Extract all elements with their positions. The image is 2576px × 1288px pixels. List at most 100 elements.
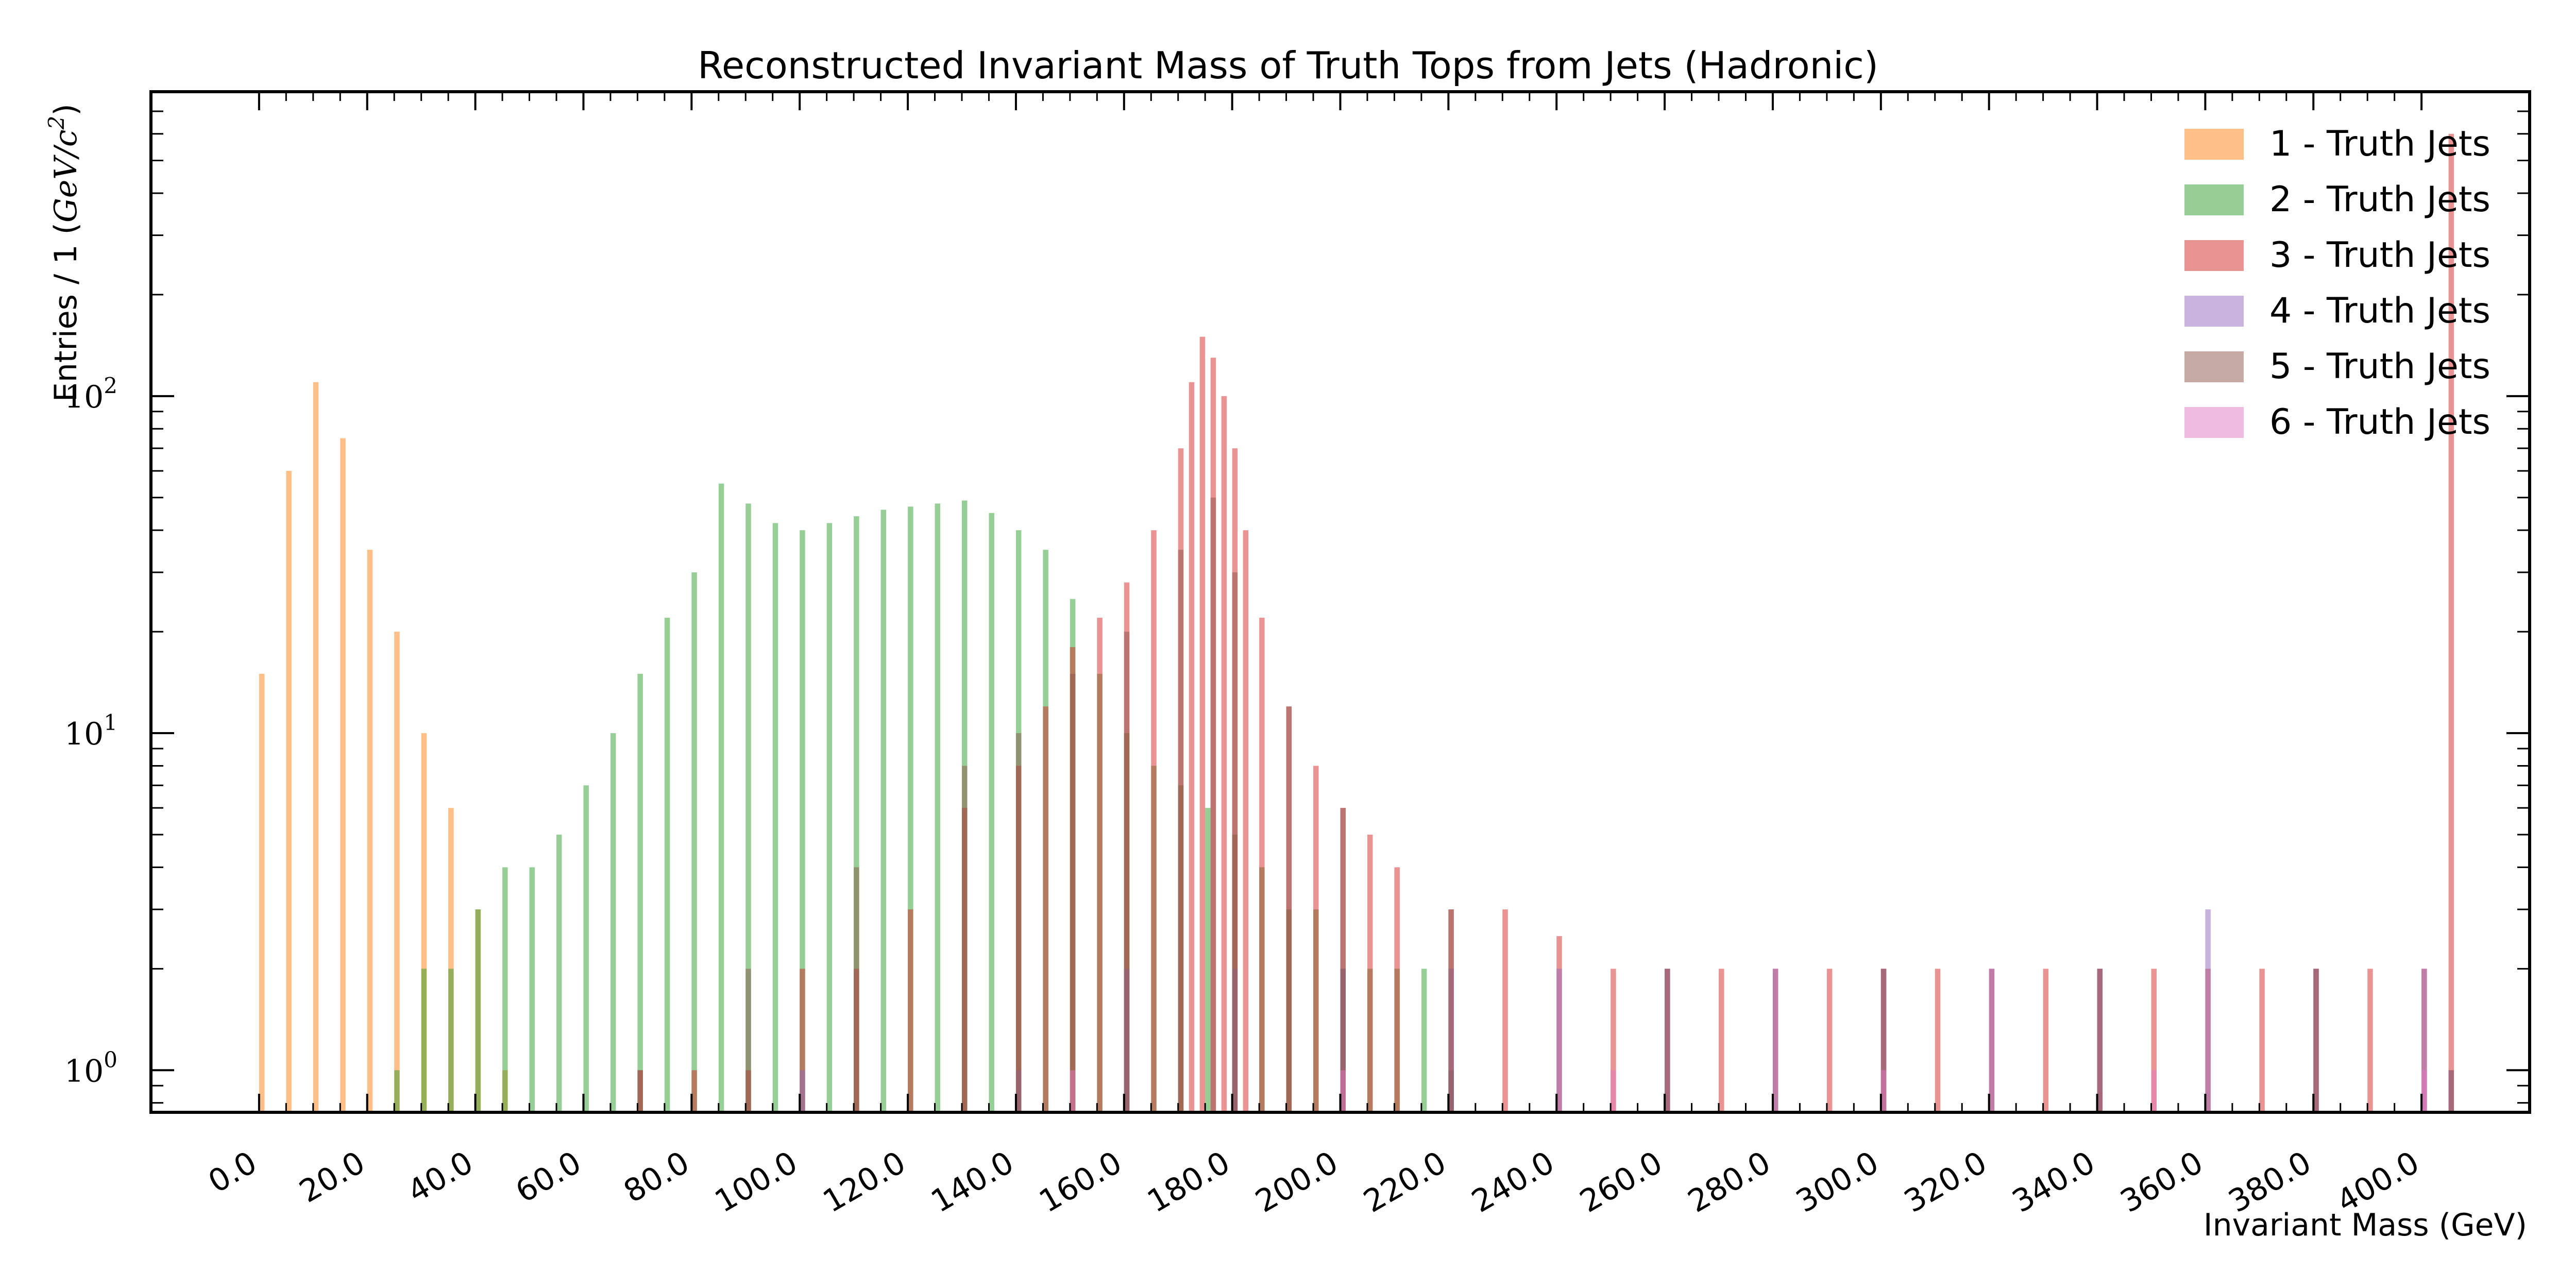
y-tick-label: 100 xyxy=(64,1047,117,1089)
y-axis-label-prefix: Entries / 1 ( xyxy=(48,223,84,402)
histogram-bin xyxy=(1394,867,1400,1112)
histogram-bin xyxy=(2313,969,2319,1112)
histogram-bin xyxy=(637,1070,643,1112)
histogram-bin xyxy=(502,867,508,1112)
legend-swatch xyxy=(2184,184,2244,215)
histogram-bin xyxy=(1367,834,1373,1112)
histogram-bin xyxy=(989,513,994,1113)
y-axis-label-power: 2 xyxy=(44,116,69,130)
histogram-bin xyxy=(935,503,941,1112)
y-tick-exponent: 0 xyxy=(104,1047,117,1072)
histogram-bin xyxy=(2367,969,2373,1112)
legend-swatch xyxy=(2184,240,2244,271)
histogram-bin xyxy=(1880,969,1887,1112)
histogram-bin xyxy=(448,808,454,1112)
x-tick-label: 340.0 xyxy=(2006,1144,2101,1220)
x-axis-label: Invariant Mass (GeV) xyxy=(2204,1207,2527,1243)
histogram-bin xyxy=(2097,969,2103,1112)
histogram-bin xyxy=(745,969,751,1112)
histogram-bin xyxy=(745,503,751,1112)
histogram-bin xyxy=(313,382,319,1112)
x-tick-label: 200.0 xyxy=(1249,1144,1344,1220)
legend-label: 1 - Truth Jets xyxy=(2269,124,2490,164)
histogram-bin xyxy=(908,909,913,1112)
histogram-bin xyxy=(556,834,562,1112)
histogram-bin xyxy=(1199,336,1206,1112)
histogram-bin xyxy=(1340,808,1346,1112)
histogram-bin xyxy=(1313,766,1319,1112)
histogram-bin xyxy=(908,506,913,1113)
x-tick-label: 140.0 xyxy=(925,1144,1020,1220)
legend-label: 4 - Truth Jets xyxy=(2269,291,2490,331)
x-tick-label: 260.0 xyxy=(1574,1144,1669,1220)
histogram-bin xyxy=(1178,550,1184,1112)
histogram-bin xyxy=(1502,909,1508,1112)
x-tick-label: 0.0 xyxy=(202,1144,263,1200)
histogram-bin xyxy=(367,550,373,1112)
x-tick-label: 320.0 xyxy=(1898,1144,1993,1220)
legend-label: 3 - Truth Jets xyxy=(2269,235,2490,276)
x-tick-label: 60.0 xyxy=(510,1144,587,1210)
histogram-bin xyxy=(1259,618,1265,1112)
histogram-bin xyxy=(880,510,887,1112)
y-tick-exponent: 1 xyxy=(104,710,117,735)
histogram-bin xyxy=(1043,706,1048,1112)
x-tick-label: 40.0 xyxy=(401,1144,479,1210)
histogram-bin xyxy=(1772,969,1778,1112)
histogram-bin xyxy=(1611,1070,1616,1112)
histogram-bin xyxy=(448,969,454,1112)
histogram-bin xyxy=(637,673,643,1112)
histogram-bin xyxy=(2421,1070,2427,1112)
x-tick-label: 160.0 xyxy=(1033,1144,1128,1220)
histogram-bin xyxy=(800,1070,805,1112)
histogram-bin xyxy=(1221,396,1227,1112)
histogram-bin xyxy=(691,572,697,1112)
histogram-bin xyxy=(610,733,616,1112)
x-tick-label: 80.0 xyxy=(618,1144,696,1210)
histogram-bin xyxy=(421,969,427,1112)
y-tick-base: 10 xyxy=(64,379,104,415)
y-tick-exponent: 2 xyxy=(104,373,117,398)
histogram-bin xyxy=(1826,969,1833,1112)
histogram-bin xyxy=(421,733,427,1112)
histogram-bin xyxy=(1665,969,1670,1112)
histogram-bin xyxy=(664,618,670,1112)
y-tick-base: 10 xyxy=(64,716,104,752)
histogram-bin xyxy=(1232,572,1238,1112)
histogram-bin xyxy=(691,1070,697,1112)
histogram-bin xyxy=(854,516,859,1112)
histogram-bin xyxy=(1989,969,1995,1112)
y-axis-label: Entries / 1 (GeV/c2) xyxy=(44,104,84,402)
x-tick-label: 120.0 xyxy=(817,1144,912,1220)
histogram-bin xyxy=(1189,382,1195,1112)
histogram-bin xyxy=(1205,808,1211,1112)
histogram-bin xyxy=(475,909,481,1112)
histogram-bin xyxy=(259,673,265,1112)
histogram-bin xyxy=(1611,969,1616,1112)
histogram-bin xyxy=(1719,969,1724,1112)
y-axis-label-unit: GeV/c xyxy=(48,129,84,223)
histogram-bin xyxy=(1124,632,1130,1112)
x-tick-label: 300.0 xyxy=(1790,1144,1885,1220)
histogram-bars xyxy=(259,133,2454,1113)
chart-title: Reconstructed Invariant Mass of Truth To… xyxy=(698,44,1878,87)
histogram-bin xyxy=(2259,969,2265,1112)
histogram-bin xyxy=(1340,1070,1346,1112)
histogram-bin xyxy=(826,523,833,1113)
histogram-bin xyxy=(1421,969,1427,1112)
y-tick-base: 10 xyxy=(64,1053,104,1089)
histogram-bin xyxy=(1070,673,1076,1112)
y-tick-label: 102 xyxy=(64,373,117,415)
histogram-bin xyxy=(286,470,292,1113)
x-tick-label: 180.0 xyxy=(1141,1144,1236,1220)
x-tick-label: 360.0 xyxy=(2114,1144,2209,1220)
legend-label: 6 - Truth Jets xyxy=(2269,402,2490,443)
histogram-bin xyxy=(394,1070,400,1112)
histogram-bin xyxy=(1935,969,1941,1112)
histogram-bin xyxy=(1286,706,1292,1112)
histogram-bin xyxy=(2151,1070,2157,1112)
legend: 1 - Truth Jets 2 - Truth Jets 3 - Truth Je… xyxy=(2184,124,2490,443)
histogram-bin xyxy=(2151,969,2157,1112)
